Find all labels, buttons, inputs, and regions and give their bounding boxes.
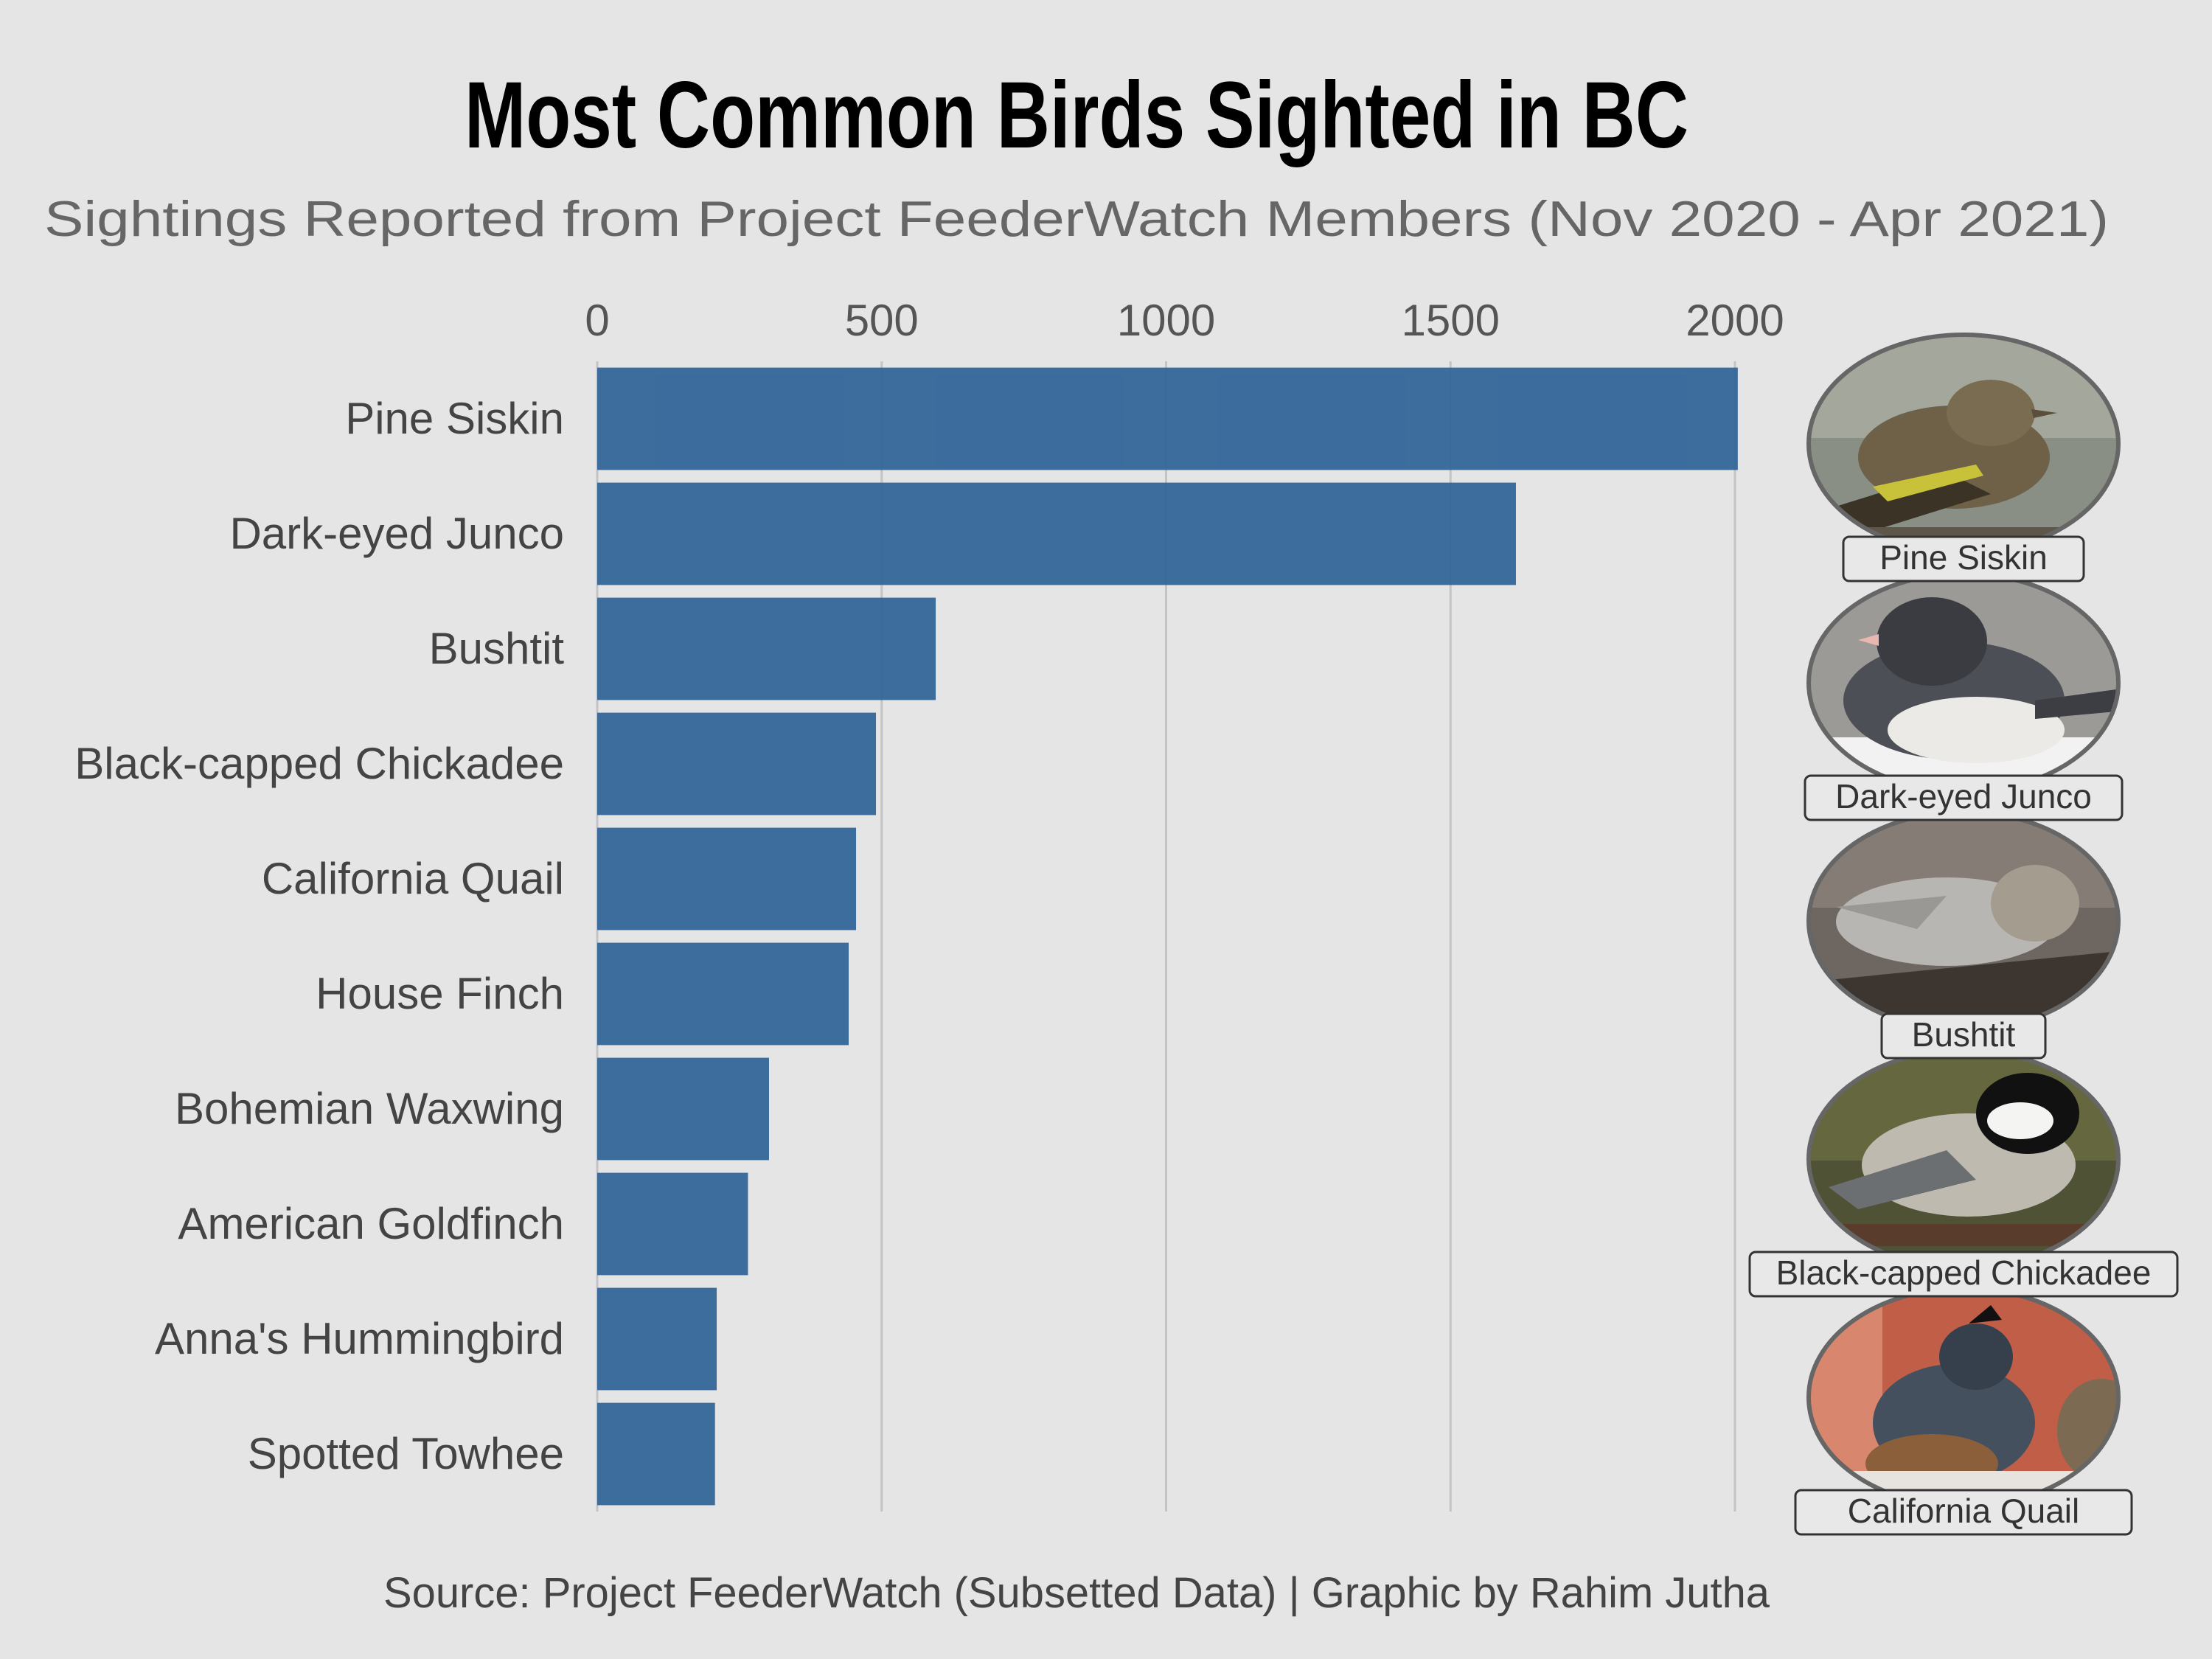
photo-label-box — [1804, 774, 2124, 821]
category-label: Bushtit — [429, 624, 565, 673]
bar — [597, 482, 1516, 585]
category-labels: Pine Siskin Dark-eyed Junco Bushtit Black-c… — [74, 394, 564, 1478]
category-label: Spotted Towhee — [248, 1429, 564, 1478]
photo-label-box — [1842, 535, 2085, 582]
photo-black-capped-chickadee — [1806, 1048, 2121, 1270]
x-tick-label: 1500 — [1402, 296, 1500, 345]
x-tick-label: 500 — [845, 296, 919, 345]
chart-title: Most Common Birds Sighted in BC — [465, 63, 1688, 168]
bar — [597, 1402, 715, 1506]
x-tick-label: 2000 — [1686, 296, 1784, 345]
photo-label: Black-capped Chickadee — [1776, 1253, 2152, 1292]
bar — [597, 827, 857, 931]
category-label: House Finch — [316, 969, 564, 1018]
bar — [597, 367, 1738, 470]
bar — [597, 942, 849, 1046]
category-label: American Goldfinch — [178, 1199, 564, 1248]
chart-caption: Source: Project FeederWatch (Subsetted D… — [383, 1569, 1770, 1617]
photo-label: Bushtit — [1912, 1015, 2016, 1054]
bar — [597, 1057, 769, 1161]
photo-labels: Pine Siskin Dark-eyed Junco Bushtit Black-c… — [1748, 535, 2179, 1536]
photo-label: Dark-eyed Junco — [1835, 777, 2092, 815]
category-label: Black-capped Chickadee — [74, 739, 564, 788]
x-axis-ticks: 0 500 1000 1500 2000 — [585, 296, 1784, 345]
photo-label: California Quail — [1848, 1492, 2079, 1530]
bar — [597, 1172, 748, 1276]
category-label: Pine Siskin — [345, 394, 564, 443]
photo-bushtit — [1806, 810, 2121, 1032]
photo-label-box — [1794, 1489, 2133, 1536]
photo-pine-siskin — [1806, 333, 2121, 555]
photo-label: Pine Siskin — [1879, 538, 2048, 577]
chart-subtitle: Sightings Reported from Project FeederWa… — [44, 191, 2109, 247]
category-label: Bohemian Waxwing — [175, 1084, 564, 1133]
photo-dark-eyed-junco — [1806, 571, 2121, 794]
photo-label-box — [1748, 1251, 2179, 1298]
category-label: Anna's Hummingbird — [155, 1314, 564, 1363]
category-label: California Quail — [262, 854, 564, 903]
bar — [597, 597, 936, 700]
x-tick-label: 1000 — [1117, 296, 1215, 345]
category-label: Dark-eyed Junco — [229, 509, 564, 558]
bar — [597, 712, 877, 815]
x-tick-label: 0 — [585, 296, 609, 345]
bar — [597, 1287, 717, 1391]
bars — [597, 367, 1738, 1506]
photo-label-box — [1880, 1012, 2047, 1060]
